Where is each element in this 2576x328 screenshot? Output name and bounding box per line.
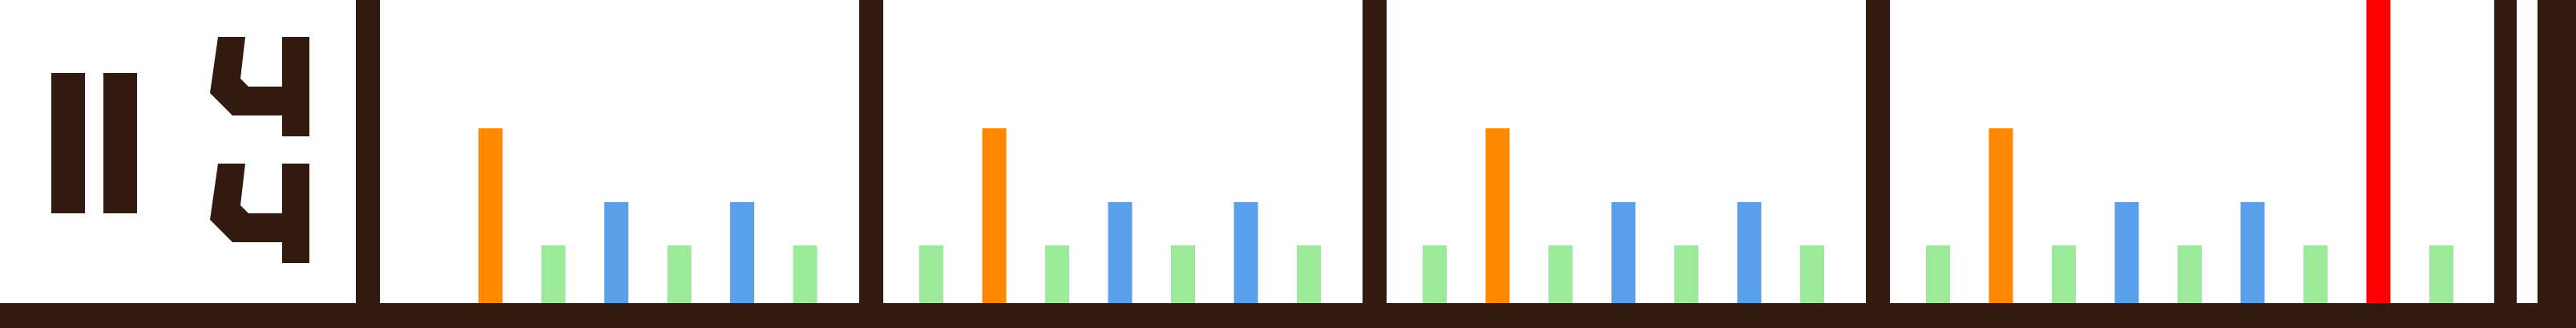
repeat-start-icon [51, 73, 137, 213]
measure[interactable] [1866, 0, 2453, 305]
hihat-note[interactable] [1423, 245, 1447, 303]
kick-note[interactable] [1485, 128, 1510, 303]
final-barline-icon [2494, 0, 2576, 308]
barline [1363, 0, 1387, 305]
measure[interactable] [356, 0, 818, 305]
kick-note[interactable] [1989, 128, 2013, 303]
baseline [0, 303, 2576, 328]
hihat-note[interactable] [667, 245, 692, 303]
time-signature[interactable]: 4 4 [0, 0, 309, 263]
snare-note[interactable] [604, 202, 628, 303]
hihat-note[interactable] [1045, 245, 1069, 303]
snare-note[interactable] [1611, 202, 1636, 303]
hihat-note[interactable] [541, 245, 566, 303]
snare-note[interactable] [2114, 202, 2139, 303]
kick-note[interactable] [982, 128, 1007, 303]
measure[interactable] [859, 0, 1321, 305]
hihat-note[interactable] [2178, 245, 2202, 303]
snare-note[interactable] [1233, 202, 1258, 303]
measure[interactable] [1363, 0, 1824, 305]
hihat-note[interactable] [1171, 245, 1195, 303]
barline [859, 0, 883, 305]
hihat-note[interactable] [1548, 245, 1573, 303]
measures [356, 0, 2453, 305]
digit-four-bottom-icon [210, 164, 309, 263]
hihat-note[interactable] [2429, 245, 2453, 303]
hihat-note[interactable] [1674, 245, 1698, 303]
hihat-note[interactable] [2052, 245, 2076, 303]
hihat-note[interactable] [1800, 245, 1824, 303]
snare-note[interactable] [2240, 202, 2265, 303]
barline [1866, 0, 1890, 305]
digit-four-top-icon [210, 37, 309, 136]
hihat-note[interactable] [2303, 245, 2328, 303]
hihat-note[interactable] [793, 245, 818, 303]
playhead-cursor[interactable] [2366, 0, 2391, 303]
snare-note[interactable] [730, 202, 754, 303]
snare-note[interactable] [1108, 202, 1133, 303]
snare-note[interactable] [1737, 202, 1762, 303]
hihat-note[interactable] [919, 245, 943, 303]
kick-note[interactable] [478, 128, 503, 303]
barline [356, 0, 380, 305]
hihat-note[interactable] [1926, 245, 1950, 303]
hihat-note[interactable] [1297, 245, 1321, 303]
